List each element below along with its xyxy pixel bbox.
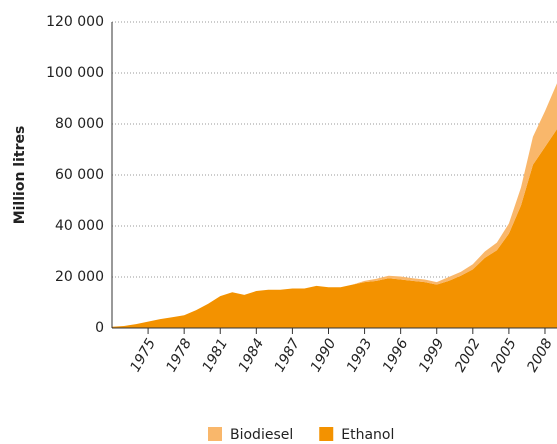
y-tick-label: 0 [95, 320, 104, 336]
y-tick-label: 80 000 [55, 116, 104, 132]
y-tick-label: 60 000 [55, 167, 104, 183]
x-tick-label: 2008 [524, 336, 556, 375]
x-tick-label: 2002 [452, 336, 484, 375]
area [112, 129, 557, 328]
x-tick-label: 1990 [308, 336, 340, 375]
x-tick-label: 1996 [380, 336, 412, 375]
x-tick-label: 1981 [199, 336, 231, 375]
x-tick-label: 1984 [236, 336, 268, 375]
legend-label: Biodiesel [230, 427, 293, 443]
x-tick-label: 2005 [488, 336, 520, 375]
y-axis-label: Million litres [12, 126, 28, 225]
legend-swatch [319, 427, 334, 441]
y-tick-label: 20 000 [55, 269, 104, 285]
legend-label: Ethanol [341, 427, 394, 443]
x-tick-label: 1975 [127, 336, 159, 375]
x-tick-label: 1987 [272, 336, 304, 375]
x-tick-label: 1993 [344, 336, 376, 375]
legend-swatch [208, 427, 222, 441]
x-tick-label: 1978 [163, 336, 195, 375]
y-tick-label: 100 000 [46, 65, 104, 81]
x-tick-label: 1999 [416, 336, 448, 375]
y-tick-label: 120 000 [46, 14, 104, 30]
y-tick-label: 40 000 [55, 218, 104, 234]
